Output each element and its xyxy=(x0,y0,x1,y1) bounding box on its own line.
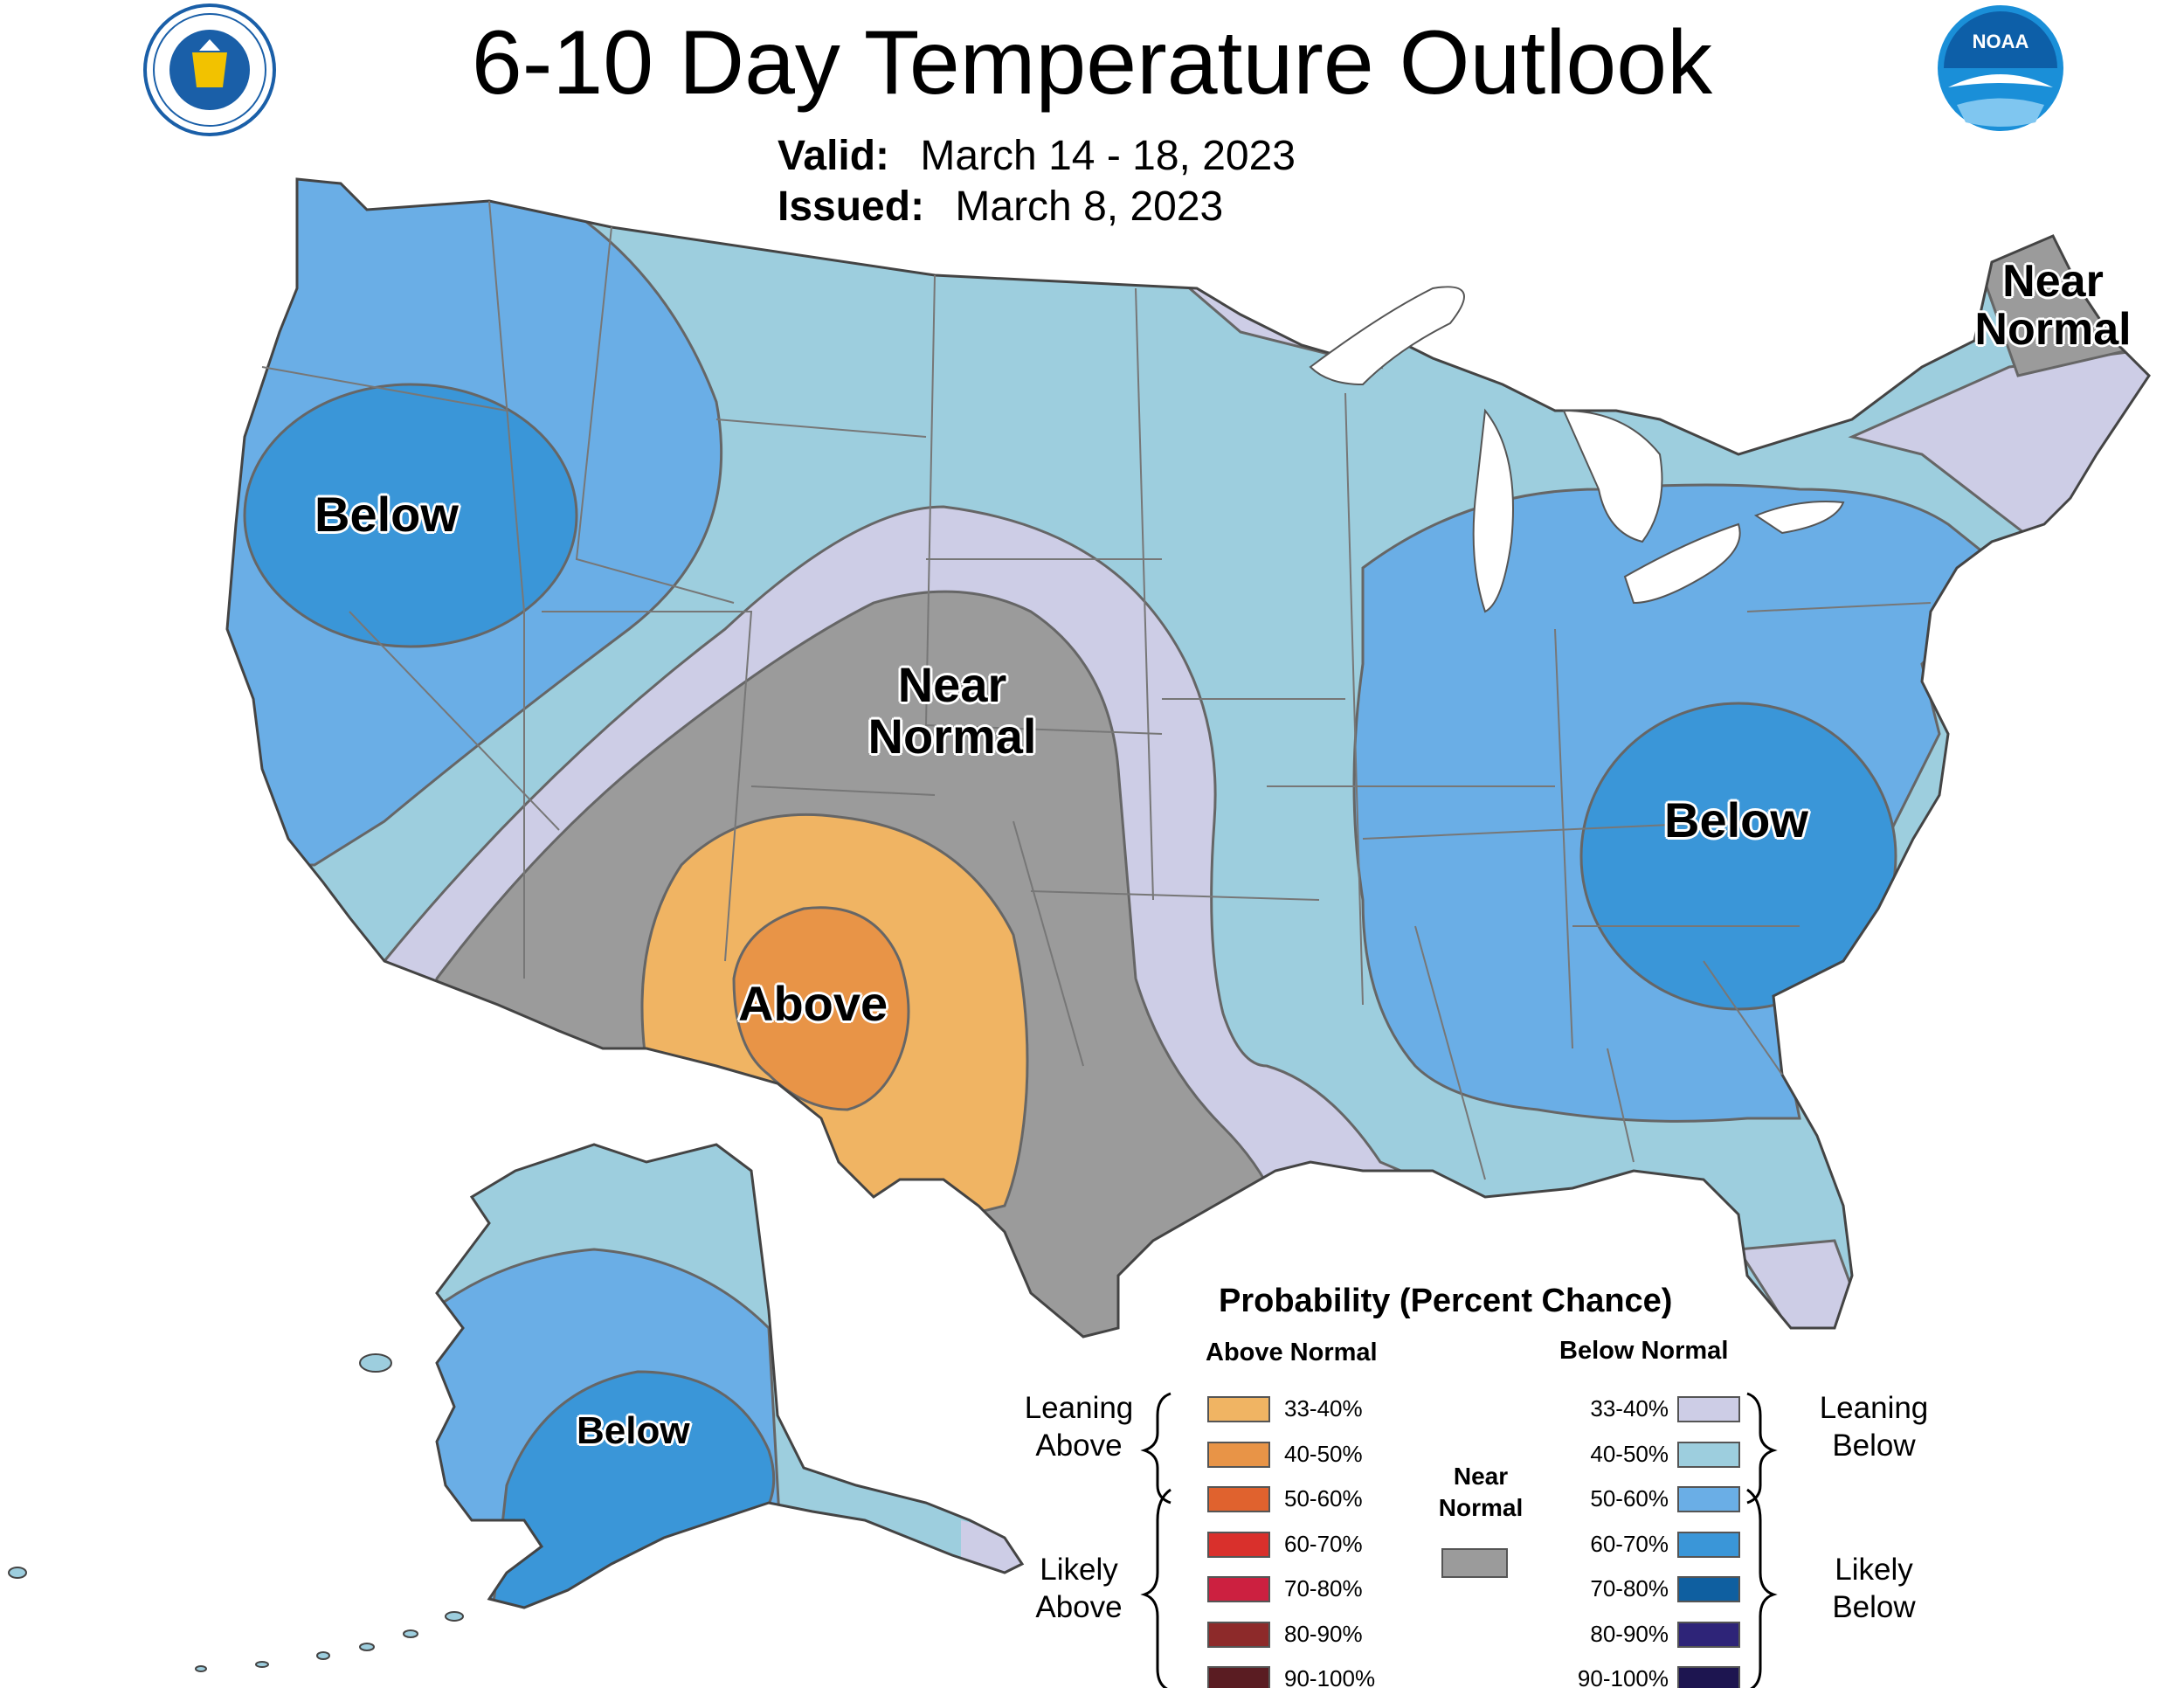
legend-below-label: 80-90% xyxy=(1590,1620,1669,1647)
lake-superior xyxy=(1309,286,1465,386)
legend-below-swatch xyxy=(1677,1621,1740,1648)
west-below-label: Below xyxy=(314,487,459,542)
legend-above-label: 33-40% xyxy=(1284,1395,1363,1422)
legend-title: Probability (Percent Chance) xyxy=(1219,1283,1673,1319)
legend-below-label: 90-100% xyxy=(1577,1665,1669,1688)
leaning-above-line2: Above xyxy=(1035,1429,1123,1463)
likely-above-group-label: Likely Above xyxy=(1009,1551,1149,1626)
alaska-below-label: Below xyxy=(577,1409,690,1452)
noaa-logo-text: NOAA xyxy=(1973,31,2029,52)
lake-michigan xyxy=(1472,408,1514,613)
legend-above-swatch xyxy=(1207,1441,1270,1468)
legend-below-swatch xyxy=(1677,1666,1740,1688)
issued-line: Issued: March 8, 2023 xyxy=(778,182,1296,232)
southwest-above-label: Above xyxy=(738,976,888,1031)
likely-above-line1: Likely xyxy=(1040,1553,1118,1587)
legend-near-line2: Normal xyxy=(1438,1494,1524,1521)
lake-huron xyxy=(1562,409,1663,543)
legend-below-label: 40-50% xyxy=(1590,1440,1669,1467)
legend-near-header: Near Normal xyxy=(1424,1461,1538,1524)
legend-near-swatch xyxy=(1441,1548,1508,1578)
legend-below-swatch xyxy=(1677,1531,1740,1558)
page-title: 6-10 Day Temperature Outlook xyxy=(471,12,1713,114)
above-40-region xyxy=(732,906,910,1111)
issued-value: March 8, 2023 xyxy=(955,183,1224,230)
plains-near-label-line2: Normal xyxy=(867,708,1037,764)
legend-above-label: 90-100% xyxy=(1284,1665,1376,1688)
conus-map xyxy=(227,179,2149,1337)
issued-label: Issued: xyxy=(778,183,925,230)
maine-near-label: Near Normal xyxy=(1966,258,2140,353)
plains-near-label: Near Normal xyxy=(865,657,1040,764)
valid-label: Valid: xyxy=(778,133,890,179)
legend-below-swatch xyxy=(1677,1396,1740,1422)
lake-ontario xyxy=(1753,501,1845,535)
legend-above-label: 80-90% xyxy=(1284,1620,1363,1647)
legend-below-header: Below Normal xyxy=(1559,1337,1729,1365)
leaning-below-line2: Below xyxy=(1832,1429,1916,1463)
legend-above-swatch xyxy=(1207,1576,1270,1602)
legend-below-swatch xyxy=(1677,1486,1740,1512)
legend-below-swatch xyxy=(1677,1576,1740,1602)
legend-above-label: 40-50% xyxy=(1284,1440,1363,1467)
legend-above-swatch xyxy=(1207,1531,1270,1558)
likely-below-line1: Likely xyxy=(1835,1553,1913,1587)
likely-below-group-label: Likely Below xyxy=(1800,1551,1948,1626)
state-borders xyxy=(261,200,1932,1180)
legend-below-swatch xyxy=(1677,1441,1740,1468)
aleutian-islands xyxy=(8,1353,464,1672)
east-below-60-region xyxy=(1579,702,1897,1011)
leaning-above-group-label: Leaning Above xyxy=(1009,1389,1149,1464)
legend-below-label: 50-60% xyxy=(1590,1485,1669,1512)
valid-value: March 14 - 18, 2023 xyxy=(920,133,1296,179)
maine-near-label-line2: Normal xyxy=(1974,303,2132,355)
legend-above-header: Above Normal xyxy=(1206,1339,1378,1366)
legend-above-swatch xyxy=(1207,1396,1270,1422)
legend-above-label: 60-70% xyxy=(1284,1530,1363,1557)
southeast-below-label: Below xyxy=(1664,792,1808,847)
legend-near-line1: Near xyxy=(1453,1463,1509,1490)
legend-above-swatch xyxy=(1207,1621,1270,1648)
plains-near-label-line1: Near xyxy=(897,657,1007,712)
noaa-logo-icon: NOAA xyxy=(1938,5,2063,131)
department-of-commerce-seal-icon xyxy=(143,3,276,136)
leaning-above-line1: Leaning xyxy=(1024,1391,1134,1425)
alaska-outline xyxy=(435,1143,1025,1609)
legend-above-swatch xyxy=(1207,1486,1270,1512)
maine-near-label-line1: Near xyxy=(2002,256,2104,307)
leaning-below-group-label: Leaning Below xyxy=(1800,1389,1948,1464)
great-lakes xyxy=(1309,286,1845,613)
valid-line: Valid: March 14 - 18, 2023 xyxy=(778,131,1296,182)
legend-below-label: 33-40% xyxy=(1590,1395,1669,1422)
legend-above-label: 50-60% xyxy=(1284,1485,1363,1512)
legend-above-label: 70-80% xyxy=(1284,1575,1363,1602)
legend-brackets xyxy=(1140,1392,1778,1688)
date-block: Valid: March 14 - 18, 2023 Issued: March… xyxy=(778,131,1296,232)
likely-below-line2: Below xyxy=(1832,1590,1916,1624)
leaning-below-line1: Leaning xyxy=(1819,1391,1929,1425)
legend-below-label: 60-70% xyxy=(1590,1530,1669,1557)
conus-outline xyxy=(225,177,2151,1339)
likely-above-line2: Above xyxy=(1035,1590,1123,1624)
lake-erie xyxy=(1623,522,1741,605)
legend-below-label: 70-80% xyxy=(1590,1575,1669,1602)
west-below-60-region xyxy=(243,383,578,648)
legend-above-swatch xyxy=(1207,1666,1270,1688)
